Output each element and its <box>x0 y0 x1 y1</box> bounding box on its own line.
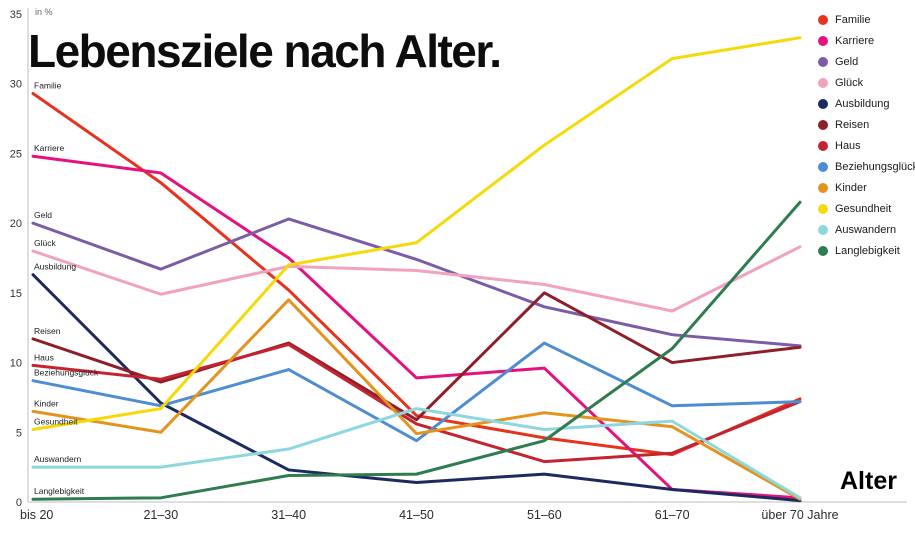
legend-label: Haus <box>835 139 861 152</box>
legend-swatch <box>818 77 828 88</box>
series-line <box>31 91 802 457</box>
legend-swatch <box>818 119 828 130</box>
legend-item: Beziehungsglück <box>818 160 915 173</box>
y-tick-label: 0 <box>16 497 22 509</box>
series-start-label: Langlebigkeit <box>34 486 85 496</box>
legend-swatch <box>818 161 828 172</box>
series-start-label: Reisen <box>34 326 61 336</box>
series-start-label: Auswandern <box>34 454 82 464</box>
legend-label: Geld <box>835 55 859 68</box>
legend-swatch <box>818 224 828 235</box>
series-line <box>31 200 802 501</box>
legend-swatch <box>818 98 828 109</box>
series-start-label: Haus <box>34 352 54 362</box>
x-axis-title: Alter <box>840 467 897 495</box>
x-tick-label: 21–30 <box>143 508 178 522</box>
y-tick-label: 5 <box>16 427 22 439</box>
legend-label: Gesundheit <box>835 202 892 215</box>
legend-swatch <box>818 56 828 67</box>
legend-item: Kinder <box>818 181 915 194</box>
series-line <box>31 407 802 500</box>
legend-swatch <box>818 140 828 151</box>
legend-swatch <box>818 245 828 256</box>
x-tick-label: 61–70 <box>655 508 690 522</box>
series-start-label: Ausbildung <box>34 262 76 272</box>
legend-label: Ausbildung <box>835 97 890 110</box>
x-tick-label: 41–50 <box>399 508 434 522</box>
x-tick-label: 31–40 <box>271 508 306 522</box>
legend-label: Beziehungsglück <box>835 160 915 173</box>
series-start-label: Beziehungsglück <box>34 368 99 378</box>
y-tick-label: 25 <box>10 148 22 160</box>
legend-item: Auswandern <box>818 223 915 236</box>
y-tick-label: 10 <box>10 358 22 370</box>
series-start-label: Karriere <box>34 143 65 153</box>
legend-label: Auswandern <box>835 223 897 236</box>
y-tick-label: 30 <box>10 79 22 91</box>
y-tick-label: 20 <box>10 218 22 230</box>
series-start-label: Glück <box>34 238 56 248</box>
legend: Familie Karriere Geld Glück Ausbildung Reisen… <box>818 13 915 257</box>
x-tick-label: bis 20 <box>20 508 53 522</box>
legend-label: Kinder <box>835 181 867 194</box>
legend-swatch <box>818 203 828 214</box>
legend-item: Gesundheit <box>818 202 915 215</box>
y-tick-label: 35 <box>10 9 22 21</box>
series-line <box>31 298 802 501</box>
y-axis-unit-label: in % <box>35 7 53 17</box>
legend-item: Reisen <box>818 118 915 131</box>
legend-swatch <box>818 182 828 193</box>
series-line <box>31 342 802 464</box>
legend-label: Glück <box>835 76 864 89</box>
legend-label: Karriere <box>835 34 875 47</box>
legend-swatch <box>818 35 828 46</box>
series-line <box>31 273 802 503</box>
legend-item: Familie <box>818 13 915 26</box>
legend-item: Langlebigkeit <box>818 244 915 257</box>
legend-label: Familie <box>835 13 871 26</box>
series-line <box>31 341 802 443</box>
legend-item: Karriere <box>818 34 915 47</box>
series-start-label: Gesundheit <box>34 416 78 426</box>
series-line <box>31 36 802 431</box>
series-line <box>31 291 802 422</box>
y-tick-label: 15 <box>10 288 22 300</box>
legend-item: Geld <box>818 55 915 68</box>
chart-title: Lebensziele nach Alter. <box>28 25 502 77</box>
legend-item: Haus <box>818 139 915 152</box>
legend-swatch <box>818 14 828 25</box>
x-tick-label: 51–60 <box>527 508 562 522</box>
series-start-label: Familie <box>34 80 62 90</box>
legend-label: Langlebigkeit <box>835 244 900 257</box>
series-line <box>31 217 802 348</box>
legend-item: Glück <box>818 76 915 89</box>
series-start-label: Geld <box>34 210 52 220</box>
series-start-label: Kinder <box>34 398 59 408</box>
legend-label: Reisen <box>835 118 870 131</box>
x-tick-label: über 70 Jahre <box>761 508 838 522</box>
series-line <box>31 245 802 313</box>
legend-item: Ausbildung <box>818 97 915 110</box>
